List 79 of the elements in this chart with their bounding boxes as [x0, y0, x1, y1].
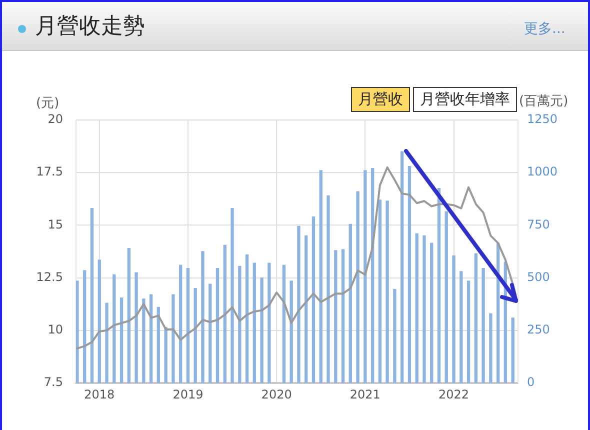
- y-tick-label: 17.5: [36, 164, 63, 179]
- bar: [83, 270, 86, 383]
- bar: [76, 280, 79, 383]
- bar: [282, 264, 286, 383]
- bar: [201, 251, 204, 383]
- y2-tick-label: 1250: [527, 112, 558, 126]
- bar: [112, 274, 116, 383]
- bar: [156, 306, 160, 383]
- bar: [186, 268, 190, 383]
- bar: [134, 272, 138, 383]
- y-axis-title: (元): [36, 95, 60, 112]
- y-tick-label: 12.5: [36, 270, 63, 284]
- bar: [120, 297, 124, 383]
- y2-tick-label: 250: [527, 322, 550, 337]
- bar: [179, 264, 182, 383]
- x-tick-label: 2020: [261, 387, 292, 402]
- bar: [208, 284, 212, 383]
- bar: [304, 235, 308, 383]
- bar: [252, 262, 256, 383]
- y2-tick-label: 500: [527, 270, 550, 284]
- chart-title: 月營收走勢: [35, 13, 145, 41]
- bar: [194, 288, 197, 383]
- bar: [230, 208, 234, 383]
- bar: [90, 208, 94, 383]
- bar: [400, 151, 404, 383]
- y2-tick-label: 1000: [527, 164, 558, 179]
- y2-tick-label: 0: [527, 375, 535, 390]
- bar: [260, 277, 264, 383]
- y-tick-label: 10: [48, 322, 63, 337]
- bar: [356, 191, 360, 383]
- bar: [364, 170, 367, 383]
- bar: [393, 289, 396, 383]
- bar: [511, 317, 514, 383]
- x-tick-label: 2022: [438, 387, 470, 402]
- bar: [482, 268, 485, 383]
- bar: [378, 200, 382, 383]
- bar: [164, 326, 168, 383]
- bar: [370, 168, 374, 383]
- y-tick-label: 7.5: [44, 375, 63, 390]
- bar: [216, 268, 220, 383]
- bar: [268, 262, 271, 383]
- bar: [444, 211, 448, 383]
- bar: [430, 242, 434, 383]
- bar: [238, 266, 242, 383]
- x-tick-label: 2019: [172, 387, 204, 402]
- tab-button[interactable]: 月營收年增率: [413, 87, 517, 112]
- bar: [334, 250, 338, 383]
- bar: [290, 280, 293, 383]
- bar: [172, 294, 175, 383]
- bar: [341, 249, 345, 383]
- y-tick-label: 15: [48, 217, 63, 232]
- bar: [452, 255, 456, 383]
- bar: [149, 294, 153, 383]
- bar: [98, 260, 101, 383]
- bar: [326, 195, 330, 383]
- y2-tick-label: 750: [527, 217, 550, 232]
- y2-axis-title: (百萬元): [519, 93, 568, 110]
- bar: [474, 253, 478, 383]
- bar: [460, 271, 463, 383]
- bar: [348, 224, 352, 383]
- y-tick-label: 20: [48, 112, 63, 126]
- bar: [312, 216, 316, 383]
- bar: [422, 235, 426, 383]
- x-tick-label: 2021: [350, 387, 380, 402]
- bar: [437, 188, 441, 383]
- bar: [223, 244, 226, 383]
- bar: [105, 302, 108, 383]
- bar: [142, 298, 146, 383]
- bar: [319, 170, 322, 383]
- tab-button[interactable]: 月營收: [351, 87, 410, 112]
- bar: [489, 313, 492, 383]
- bar: [466, 280, 470, 383]
- bar: [245, 254, 249, 383]
- bar: [127, 248, 130, 383]
- bar: [297, 226, 300, 383]
- bar: [415, 233, 418, 383]
- bar: [386, 200, 389, 383]
- bar: [408, 166, 412, 383]
- x-tick-label: 2018: [84, 387, 115, 402]
